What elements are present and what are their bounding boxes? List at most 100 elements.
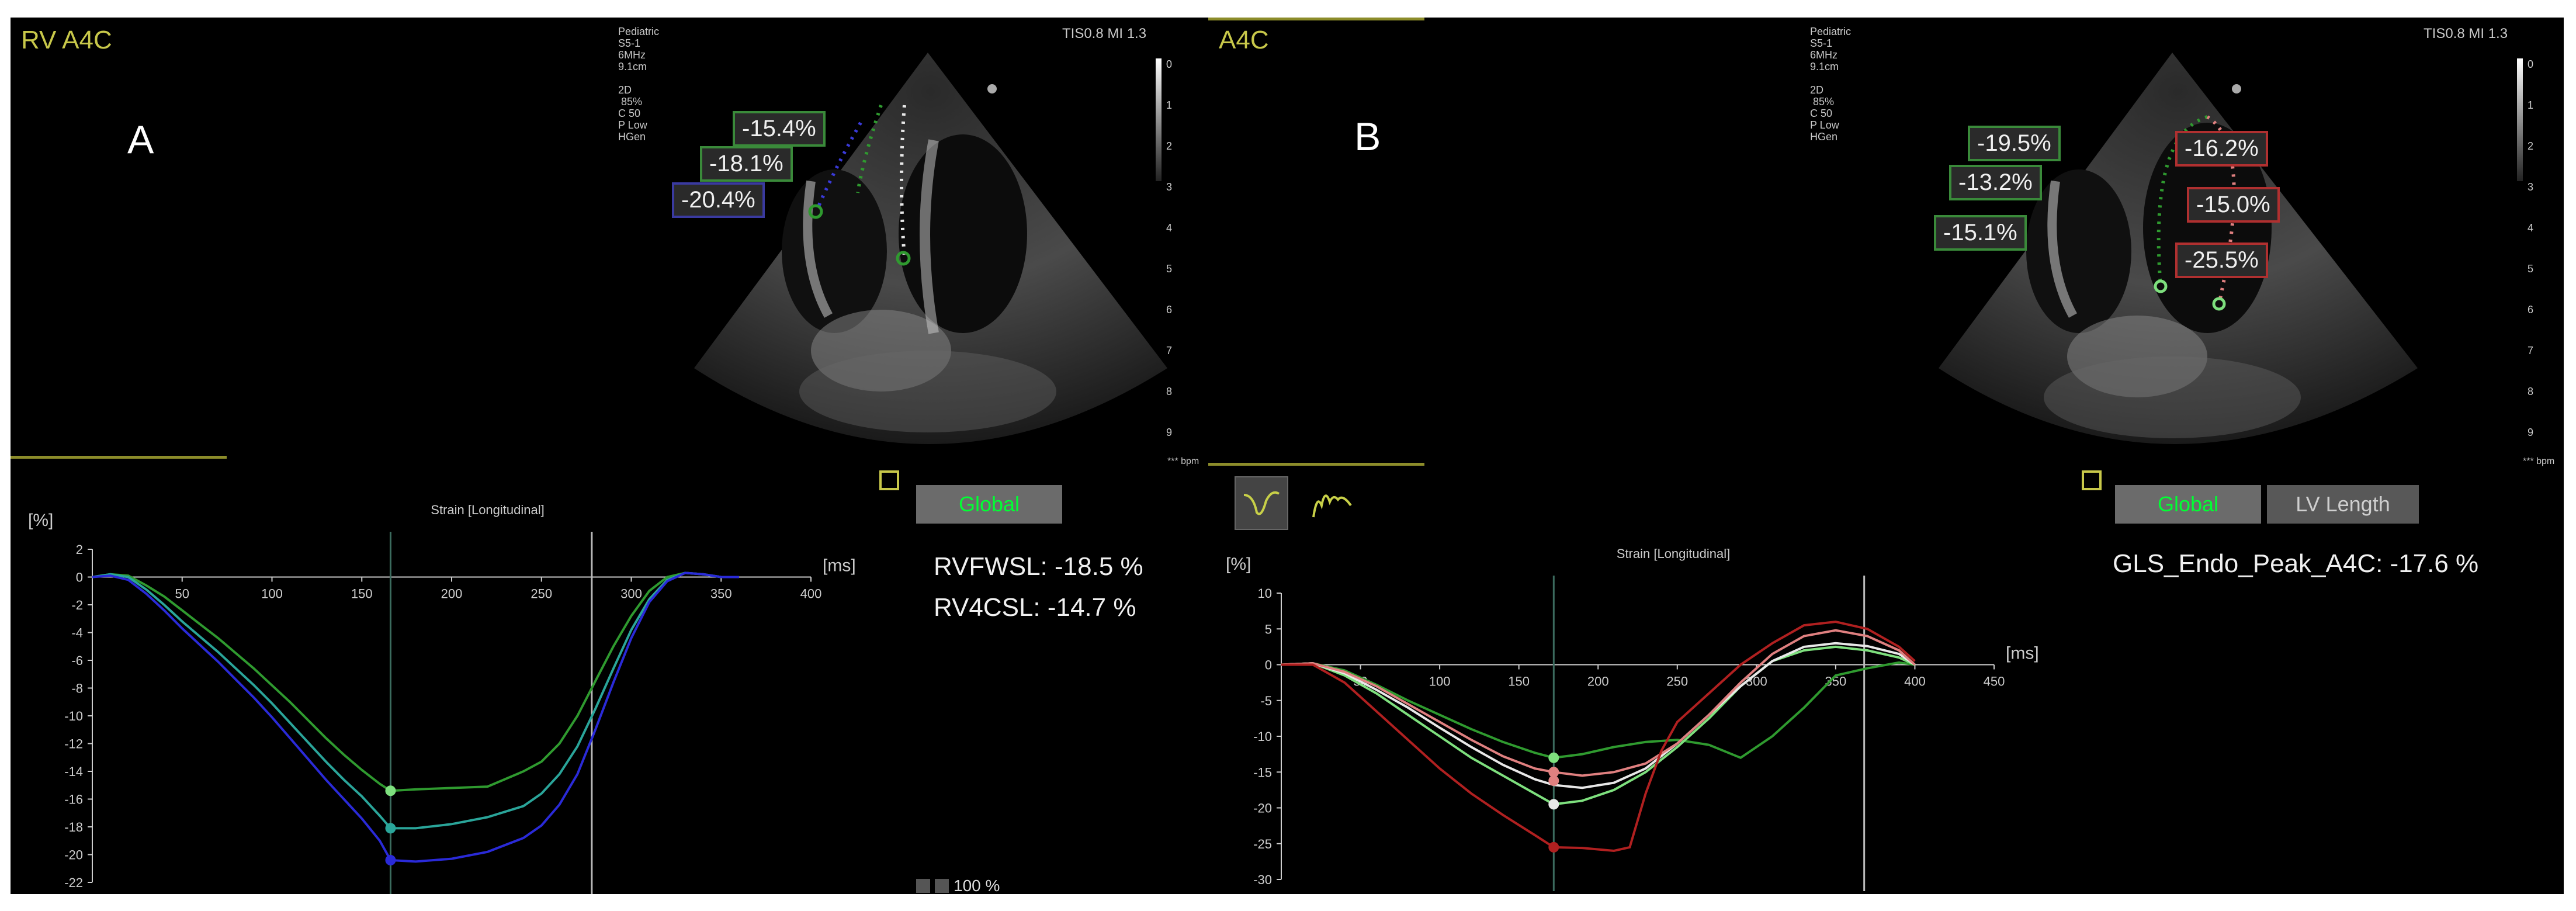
view-title: RV A4C [21, 26, 112, 54]
strain-curve [1281, 620, 1916, 853]
wave-icon [1312, 494, 1352, 518]
x-axis-label: [ms] [823, 556, 856, 576]
ti-mi-readout: TIS0.8 MI 1.3 [2424, 26, 2508, 41]
curve-icon [1243, 491, 1280, 515]
y-tick-label: 5 [1265, 622, 1272, 636]
strain-chart-b: Strain [Longitudinal] [%] [ms] 10 5 0 -5 -10 -15… [1226, 546, 2039, 891]
y-axis-label: [%] [28, 511, 53, 530]
segment-label: -19.5% [1968, 126, 2061, 161]
strain-curve [1281, 629, 1916, 777]
zoom-in-button[interactable] [935, 879, 949, 893]
curve-view-selected-button[interactable] [1235, 476, 1288, 530]
x-axis-label: [ms] [2006, 644, 2039, 663]
acquisition-info: Pediatric S5-1 6MHz 9.1cm 2D 85% C 50 P … [618, 26, 660, 143]
y-tick-label: -22 [64, 875, 83, 890]
y-tick-label: -6 [71, 653, 83, 668]
depth-tick-label: 1 [2528, 99, 2534, 111]
y-tick-label: -8 [71, 681, 83, 696]
x-tick-label: 200 [1587, 674, 1609, 689]
x-tick-label: 50 [175, 587, 189, 601]
panel-toggle-square[interactable] [2082, 470, 2102, 490]
depth-tick-label: 2 [1166, 140, 1173, 152]
strain-curve [1281, 642, 1916, 789]
y-tick-label: 10 [1258, 586, 1272, 601]
y-tick-label: -12 [64, 737, 83, 751]
echo-image [1939, 53, 2418, 444]
y-tick-label: -5 [1260, 694, 1272, 708]
segment-label: -13.2% [1949, 165, 2042, 200]
x-tick-label: 250 [1666, 674, 1688, 689]
y-tick-label: -18 [64, 820, 83, 834]
y-tick-label: -25 [1253, 837, 1272, 851]
peak-marker [1548, 752, 1559, 763]
bpm-label: *** bpm [2523, 456, 2555, 466]
global-button[interactable]: Global [2115, 485, 2261, 524]
global-button[interactable]: Global [916, 485, 1062, 524]
peak-marker [1548, 767, 1559, 778]
y-tick-label: 0 [76, 570, 83, 585]
strain-curve [92, 571, 739, 863]
x-tick-label: 100 [261, 587, 283, 601]
depth-tick-label: 4 [1166, 222, 1173, 234]
segment-label: -16.2% [2175, 131, 2268, 167]
x-tick-label: 400 [1904, 674, 1926, 689]
depth-tick-label: 6 [1166, 304, 1173, 316]
depth-tick-label: 2 [2528, 140, 2534, 152]
segment-label: -15.0% [2187, 187, 2280, 223]
echo-image [694, 53, 1167, 444]
peak-marker [1548, 775, 1559, 786]
x-tick-label: 300 [1746, 674, 1767, 689]
acquisition-info: Pediatric S5-1 6MHz 9.1cm 2D 85% C 50 P … [1810, 26, 1852, 143]
depth-tick-label: 0 [1166, 58, 1173, 70]
panel-a: RV A4C A Pediatric S5-1 6MHz 9.1cm 2D 85… [11, 18, 1208, 894]
zoom-out-button[interactable] [916, 879, 930, 893]
panel-letter: A [127, 117, 154, 162]
bpm-label: *** bpm [1167, 456, 1199, 466]
result-rv4csl: RV4CSL: -14.7 % [934, 593, 1136, 622]
chart-title: Strain [Longitudinal] [431, 503, 544, 517]
depth-tick-label: 9 [1166, 427, 1173, 438]
view-title: A4C [1219, 26, 1269, 54]
depth-tick-label: 7 [2528, 345, 2534, 356]
peak-marker [385, 855, 396, 865]
x-tick-label: 450 [1984, 674, 2005, 689]
ti-mi-readout: TIS0.8 MI 1.3 [1062, 26, 1147, 41]
segment-label: -18.1% [700, 146, 793, 182]
x-tick-label: 150 [351, 587, 373, 601]
peak-marker [385, 785, 396, 796]
y-tick-label: -10 [64, 709, 83, 723]
x-tick-label: 100 [1429, 674, 1451, 689]
strain-curve [92, 571, 739, 830]
result-rvfwsl: RVFWSL: -18.5 % [934, 552, 1143, 581]
x-tick-label: 350 [710, 587, 732, 601]
chart-title: Strain [Longitudinal] [1617, 546, 1730, 561]
y-tick-label: -15 [1253, 765, 1272, 780]
x-tick-label: 250 [531, 587, 552, 601]
lv-length-button[interactable]: LV Length [2267, 485, 2419, 524]
y-tick-label: -20 [64, 848, 83, 862]
depth-tick-label: 4 [2528, 222, 2534, 234]
depth-tick-label: 3 [1166, 181, 1173, 193]
curve-view-button[interactable] [1308, 476, 1359, 528]
result-gls: GLS_Endo_Peak_A4C: -17.6 % [2113, 549, 2479, 578]
depth-tick-label: 8 [2528, 386, 2534, 397]
y-tick-label: -2 [71, 598, 83, 612]
top-divider [1208, 18, 1424, 20]
depth-scale: 0 1 2 3 4 5 6 7 8 9 [1156, 58, 1179, 467]
peak-marker [1548, 799, 1559, 810]
y-tick-label: -20 [1253, 801, 1272, 816]
depth-tick-label: 7 [1166, 345, 1173, 356]
depth-tick-label: 9 [2528, 427, 2534, 438]
strain-curve [1281, 661, 1915, 760]
zoom-level: 100 % [954, 877, 1000, 894]
divider [11, 456, 227, 459]
y-axis-label: [%] [1226, 555, 1251, 574]
zoom-footer: 100 % [916, 877, 1000, 894]
strain-curve [1281, 645, 1916, 806]
y-tick-label: 2 [76, 542, 83, 557]
depth-tick-label: 5 [1166, 263, 1173, 275]
y-tick-label: 0 [1265, 658, 1272, 673]
y-tick-label: -10 [1253, 729, 1272, 744]
panel-toggle-square[interactable] [879, 470, 899, 490]
segment-label: -25.5% [2175, 243, 2268, 278]
